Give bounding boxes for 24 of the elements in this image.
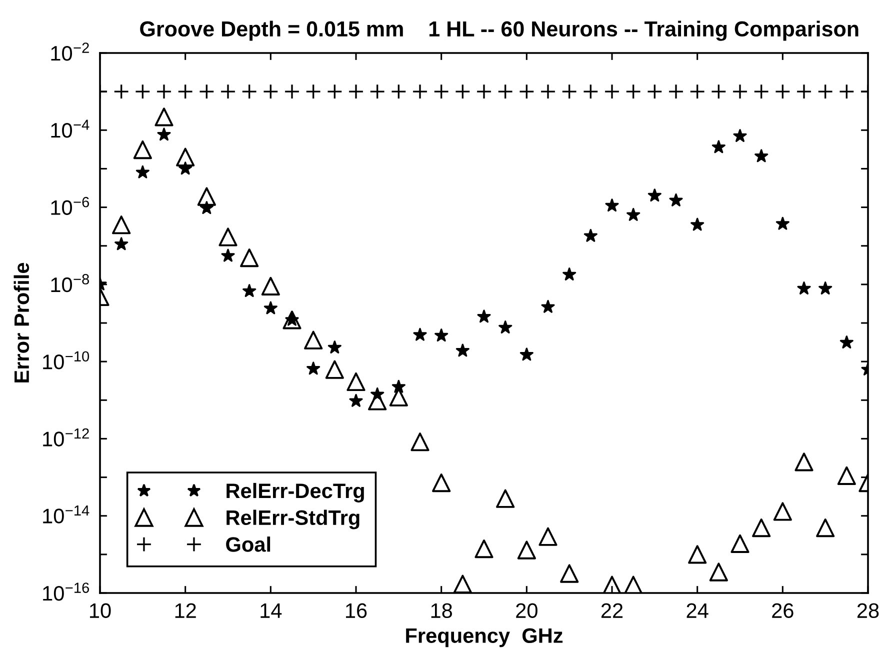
- x-tick-label: 18: [431, 603, 452, 618]
- x-tick-label: 22: [601, 603, 623, 618]
- x-tick-label: 14: [260, 603, 282, 618]
- y-tick-label: 10$^{−6}$: [51, 196, 90, 216]
- y-tick-label: 10$^{−14}$: [43, 505, 90, 524]
- legend-label: Goal: [226, 536, 270, 552]
- y-tick-label: 10$^{−2}$: [51, 42, 89, 61]
- y-tick-label: 10$^{−4}$: [51, 120, 90, 138]
- x-tick-label: 20: [516, 603, 538, 618]
- y-axis-title: Error Profile: [14, 262, 30, 382]
- y-tick-label: 10$^{−12}$: [43, 428, 89, 446]
- x-tick-label: 28: [857, 603, 879, 618]
- x-tick-label: 12: [175, 603, 196, 618]
- x-axis-title: Frequency GHz: [406, 628, 563, 648]
- legend-label: RelErr-StdTrg: [226, 510, 360, 530]
- chart-title: Groove Depth = 0.015 mm 1 HL -- 60 Neurons -- Training Comparison: [140, 20, 858, 41]
- x-tick-label: 24: [686, 603, 708, 618]
- y-tick-label: 10$^{−8}$: [51, 274, 90, 292]
- y-tick-label: 10$^{−16}$: [43, 582, 89, 601]
- legend-label: RelErr-DecTrg: [226, 482, 364, 502]
- x-tick-label: 16: [346, 603, 367, 618]
- x-tick-label: 10: [90, 603, 111, 618]
- x-tick-label: 26: [772, 603, 794, 618]
- y-tick-label: 10$^{−10}$: [43, 351, 90, 370]
